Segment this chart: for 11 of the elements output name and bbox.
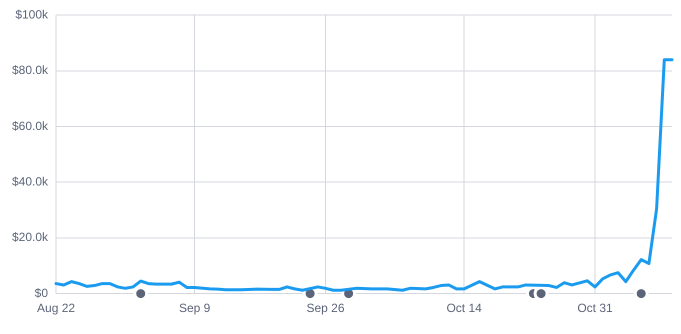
x-tick-label: Aug 22: [37, 301, 76, 316]
y-tick-label: $80.0k: [12, 63, 50, 78]
y-tick-label: $20.0k: [12, 230, 50, 244]
y-tick-label: $100k: [15, 8, 50, 22]
x-tick-label: Sep 9: [178, 301, 211, 316]
y-tick-label: $40.0k: [12, 174, 50, 189]
y-tick-label: $60.0k: [12, 118, 50, 133]
y-tick-label: $0: [34, 286, 48, 300]
x-tick-label: Sep 26: [306, 301, 345, 316]
x-tick-label: Oct 31: [577, 301, 613, 316]
x-tick-label: Oct 14: [446, 301, 482, 316]
